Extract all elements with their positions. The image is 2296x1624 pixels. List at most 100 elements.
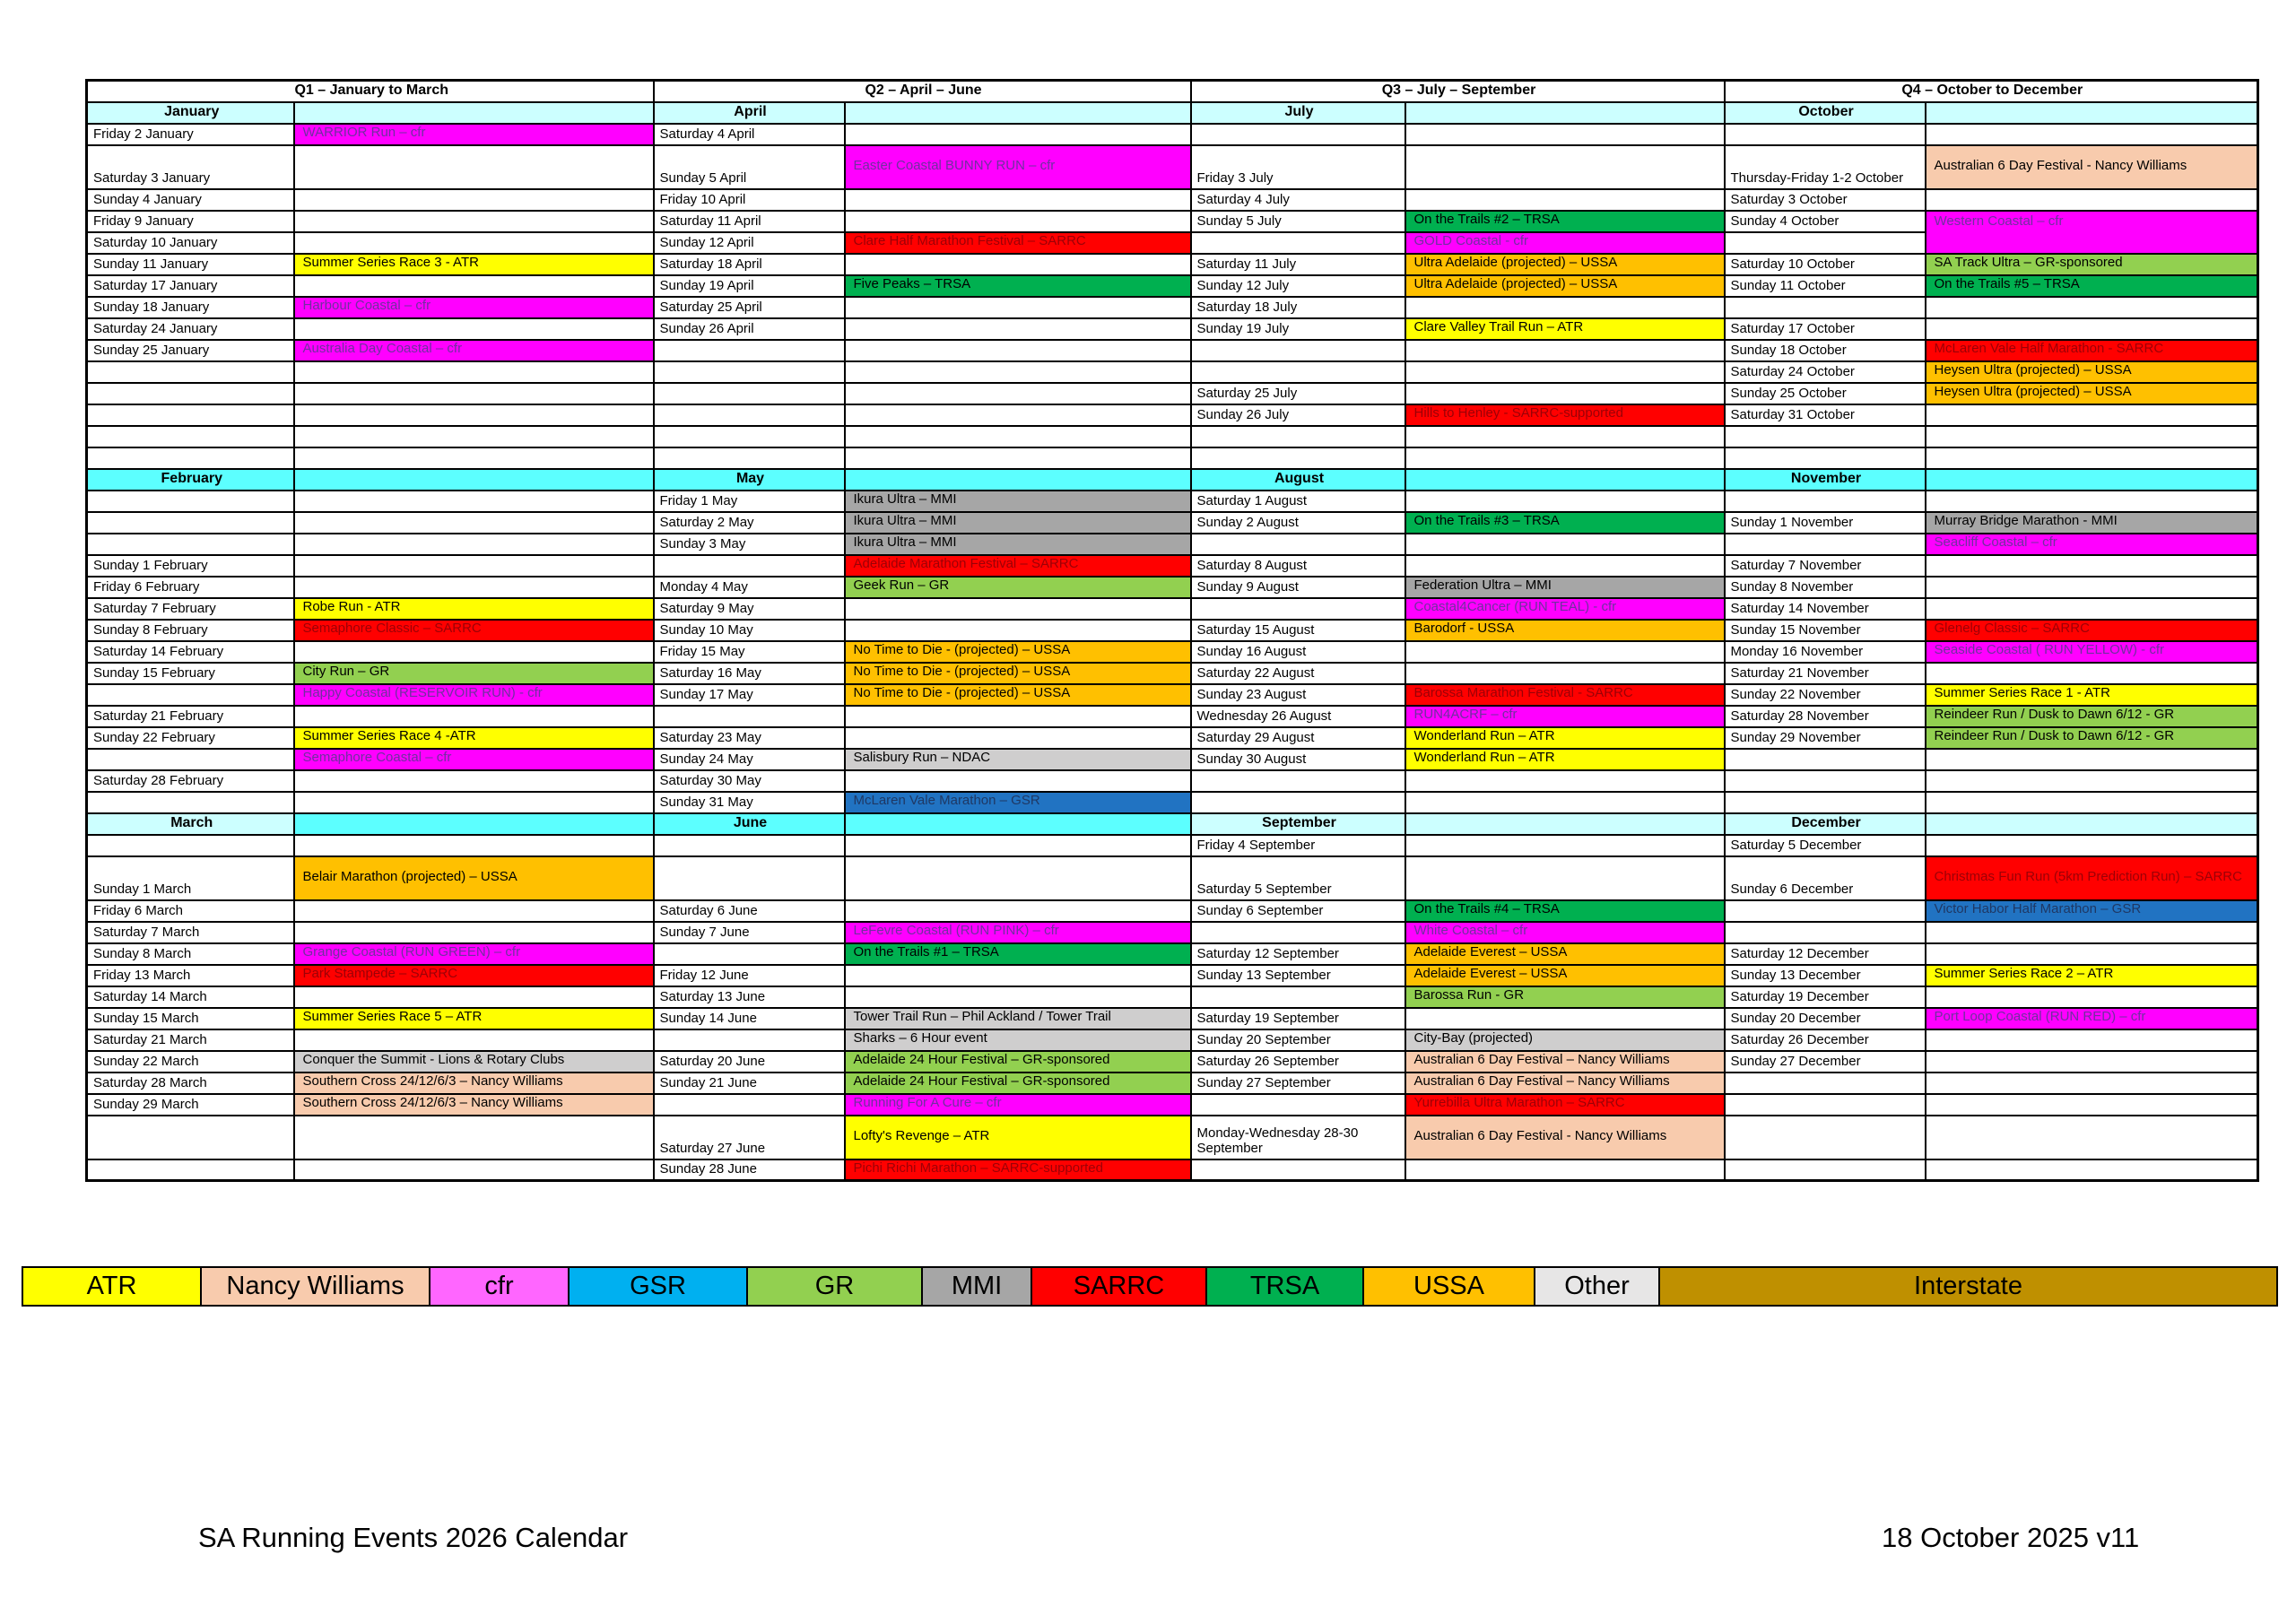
date-cell: Friday 13 March	[85, 963, 295, 987]
date-cell: Saturday 14 February	[85, 639, 295, 664]
event-cell	[1404, 338, 1726, 362]
event-cell	[843, 403, 1192, 427]
event-cell	[292, 575, 655, 599]
event-cell	[843, 381, 1192, 405]
event-cell	[1924, 920, 2259, 944]
event-cell	[843, 769, 1192, 793]
month-header-fill	[1924, 467, 2259, 491]
event-cell: Ultra Adelaide (projected) – USSA	[1404, 252, 1726, 276]
date-cell: Friday 10 April	[652, 187, 846, 212]
event-cell	[843, 338, 1192, 362]
event-cell	[1924, 1158, 2259, 1182]
date-cell: Saturday 8 August	[1189, 553, 1406, 578]
date-cell: Sunday 1 November	[1723, 510, 1926, 534]
month-header-fill	[1404, 100, 1726, 125]
month-header-fill	[1404, 467, 1726, 491]
month-header: March	[85, 812, 295, 836]
date-cell: Friday 3 July	[1189, 143, 1406, 190]
date-cell: Friday 1 May	[652, 489, 846, 513]
date-cell	[85, 682, 295, 707]
date-cell: Saturday 16 May	[652, 661, 846, 685]
event-cell	[1924, 747, 2259, 771]
month-header: June	[652, 812, 846, 836]
date-cell	[652, 1092, 846, 1116]
event-cell: Summer Series Race 1 - ATR	[1924, 682, 2259, 707]
event-cell: Sharks – 6 Hour event	[843, 1028, 1192, 1052]
date-cell: Sunday 17 May	[652, 682, 846, 707]
event-cell	[1404, 489, 1726, 513]
date-cell: Saturday 14 March	[85, 985, 295, 1009]
event-cell	[292, 209, 655, 233]
date-cell: Saturday 10 October	[1723, 252, 1926, 276]
event-cell	[1924, 1092, 2259, 1116]
event-cell: Western Coastal – cfr	[1924, 209, 2259, 255]
date-cell: Saturday 7 February	[85, 596, 295, 621]
date-cell: Sunday 27 September	[1189, 1071, 1406, 1095]
date-cell: Sunday 22 March	[85, 1049, 295, 1073]
event-cell	[1924, 1114, 2259, 1160]
event-cell: RUN4ACRF – cfr	[1404, 704, 1726, 728]
date-cell: Saturday 3 October	[1723, 187, 1926, 212]
date-cell: Saturday 13 June	[652, 985, 846, 1009]
date-cell: Sunday 8 March	[85, 942, 295, 966]
date-cell	[1723, 122, 1926, 146]
month-header-fill	[292, 812, 655, 836]
date-cell: Monday 16 November	[1723, 639, 1926, 664]
event-cell: Tower Trail Run – Phil Ackland / Tower T…	[843, 1006, 1192, 1030]
event-cell	[1924, 596, 2259, 621]
date-cell: Friday 4 September	[1189, 833, 1406, 857]
month-header-fill	[1924, 100, 2259, 125]
date-cell: Saturday 4 April	[652, 122, 846, 146]
event-cell	[1404, 639, 1726, 664]
date-cell: Saturday 31 October	[1723, 403, 1926, 427]
date-cell	[652, 424, 846, 448]
date-cell: Saturday 7 March	[85, 920, 295, 944]
event-cell: City-Bay (projected)	[1404, 1028, 1726, 1052]
event-cell: Christmas Fun Run (5km Prediction Run) –…	[1924, 855, 2259, 901]
date-cell: Sunday 7 June	[652, 920, 846, 944]
event-cell: No Time to Die - (projected) – USSA	[843, 682, 1192, 707]
date-cell	[1189, 338, 1406, 362]
event-cell	[1924, 769, 2259, 793]
date-cell	[652, 381, 846, 405]
date-cell: Sunday 2 August	[1189, 510, 1406, 534]
date-cell: Saturday 15 August	[1189, 618, 1406, 642]
event-cell: On the Trails #1 – TRSA	[843, 942, 1192, 966]
event-cell: Adelaide Everest – USSA	[1404, 963, 1726, 987]
version-label: 18 October 2025 v11	[1882, 1522, 2140, 1553]
event-cell: Port Loop Coastal (RUN RED) – cfr	[1924, 1006, 2259, 1030]
event-cell	[1924, 790, 2259, 814]
event-cell: Murray Bridge Marathon - MMI	[1924, 510, 2259, 534]
event-cell: City Run – GR	[292, 661, 655, 685]
month-header: October	[1723, 100, 1926, 125]
event-cell: Adelaide Marathon Festival – SARRC	[843, 553, 1192, 578]
event-cell: Ikura Ultra – MMI	[843, 510, 1192, 534]
date-cell: Saturday 14 November	[1723, 596, 1926, 621]
date-cell: Sunday 22 February	[85, 725, 295, 750]
legend-item: GSR	[568, 1266, 748, 1307]
event-cell	[292, 360, 655, 384]
date-cell: Sunday 15 March	[85, 1006, 295, 1030]
event-cell: Summer Series Race 5 – ATR	[292, 1006, 655, 1030]
event-cell: Ultra Adelaide (projected) – USSA	[1404, 274, 1726, 298]
date-cell	[1723, 747, 1926, 771]
event-cell: Australian 6 Day Festival – Nancy Willia…	[1404, 1049, 1726, 1073]
event-cell: Victor Habor Half Marathon – GSR	[1924, 899, 2259, 923]
event-cell	[1404, 833, 1726, 857]
date-cell: Sunday 4 January	[85, 187, 295, 212]
date-cell: Saturday 7 November	[1723, 553, 1926, 578]
date-cell: Saturday 5 December	[1723, 833, 1926, 857]
month-header: September	[1189, 812, 1406, 836]
event-cell: GOLD Coastal - cfr	[1404, 230, 1726, 255]
event-cell	[1924, 295, 2259, 319]
event-cell	[1404, 855, 1726, 901]
event-cell	[292, 317, 655, 341]
date-cell: Saturday 25 April	[652, 295, 846, 319]
date-cell	[1189, 122, 1406, 146]
event-cell	[1924, 317, 2259, 341]
event-cell	[1404, 446, 1726, 470]
month-header: May	[652, 467, 846, 491]
date-cell: Saturday 24 January	[85, 317, 295, 341]
date-cell: Sunday 11 January	[85, 252, 295, 276]
date-cell: Sunday 5 April	[652, 143, 846, 190]
